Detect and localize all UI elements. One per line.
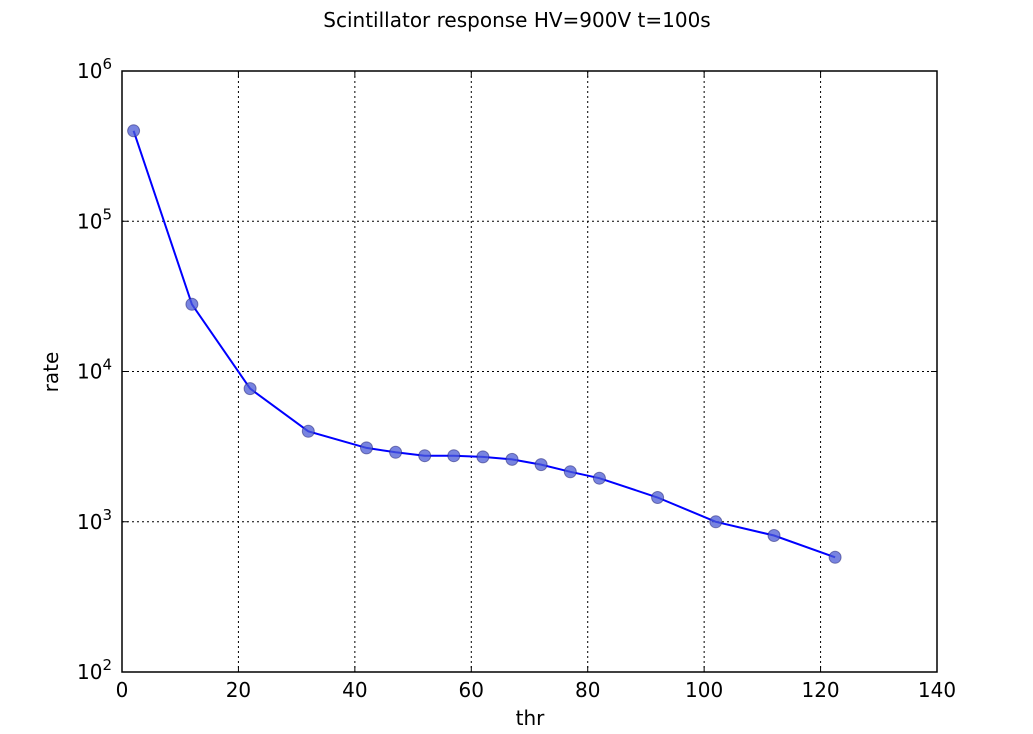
data-point [185,297,199,311]
data-point [127,124,141,138]
series-line [132,130,836,559]
data-point [243,382,257,396]
y-tick-label: 106 [77,55,112,83]
data-point [301,424,315,438]
series-layer [127,124,842,564]
data-point [828,550,842,564]
data-point [592,471,606,485]
y-tick-label: 104 [77,356,112,384]
x-tick-label: 40 [342,678,367,702]
data-point [447,449,461,463]
x-tick-label: 120 [801,678,839,702]
y-axis-label: rate [39,352,63,393]
x-tick-label: 80 [575,678,600,702]
data-point [476,450,490,464]
x-tick-label: 100 [685,678,723,702]
data-point [651,491,665,504]
y-tick-label: 102 [77,656,112,684]
grid [122,71,937,672]
x-tick-label: 20 [226,678,251,702]
data-point [709,515,723,529]
x-axis-label: thr [516,706,546,730]
x-tick-label: 0 [116,678,129,702]
data-point [767,529,781,542]
plot-area-frame [121,70,938,673]
axis-ticks: 0 20 40 60 80 100 120 140 102 103 104 105 106 [77,55,956,702]
x-tick-label: 60 [459,678,484,702]
data-point [505,452,519,466]
data-point [360,441,373,455]
chart-title: Scintillator response HV=900V t=100s [323,8,710,32]
data-point [563,465,577,479]
data-point [389,445,403,459]
data-point [534,458,548,472]
y-tick-label: 105 [77,205,112,233]
x-tick-label: 140 [918,678,956,702]
y-tick-label: 103 [77,506,112,534]
data-point [418,449,432,463]
